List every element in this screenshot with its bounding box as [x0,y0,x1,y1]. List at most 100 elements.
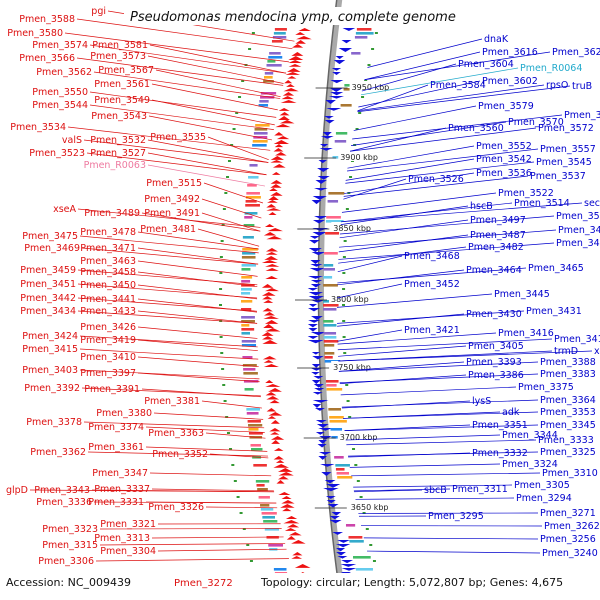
gene-label-left[interactable]: Pmen_3304 [100,546,156,557]
gene-label-right[interactable]: Pmen_3557 [540,144,596,155]
gene-label-left[interactable]: Pmen_3544 [32,100,88,111]
gene-label-left[interactable]: Pmen_3381 [144,396,200,407]
gene-label-left[interactable]: Pmen_3458 [80,267,136,278]
gene-label-left[interactable]: Pmen_3321 [100,519,156,530]
gene-label-right[interactable]: Pmen_3324 [502,459,558,470]
gene-label-left[interactable]: Pmen_3523 [29,148,85,159]
gene-label-right[interactable]: Pmen_3332 [472,448,528,459]
gene-label-right[interactable]: Pmen_3560 [448,123,504,134]
gene-label-left[interactable]: Pmen_3415 [22,344,78,355]
gene-label-right[interactable]: Pmen_3431 [526,306,582,317]
gene-label-right[interactable]: sbcB [424,485,447,496]
gene-label-right[interactable]: Pmen_3416 [498,328,554,339]
gene-label-right[interactable]: Pmen_3583 [564,110,600,121]
gene-label-right[interactable]: Pmen_3572 [538,123,594,134]
gene-label-right[interactable]: Pmen_3388 [540,357,596,368]
gene-label-left[interactable]: Pmen_3574 [32,40,88,51]
gene-label-right[interactable]: Pmen_3271 [540,508,596,519]
gene-label-right[interactable]: Pmen_3262 [544,521,600,532]
gene-label-left[interactable]: Pmen_3459 [20,265,76,276]
gene-label-right[interactable]: secD [584,198,600,209]
gene-label-left[interactable]: Pmen_3561 [94,79,150,90]
gene-label-right[interactable]: Pmen_3345 [540,420,596,431]
gene-label-left[interactable]: Pmen_3378 [26,417,82,428]
gene-label-left[interactable]: Pmen_3403 [22,365,78,376]
gene-label-left[interactable]: Pmen_3363 [148,428,204,439]
gene-label-right[interactable]: Pmen_3464 [466,265,522,276]
gene-label-right[interactable]: Pmen_3353 [540,407,596,418]
gene-label-left[interactable]: Pmen_3515 [146,178,202,189]
gene-label-right[interactable]: adk [502,407,520,418]
gene-label-left[interactable]: Pmen_3306 [38,556,94,567]
gene-label-left[interactable]: Pmen_3492 [144,194,200,205]
gene-label-left[interactable]: Pmen_3392 [24,383,80,394]
gene-label-right[interactable]: dnaK [484,34,509,45]
gene-label-left[interactable]: Pmen_3397 [80,368,136,379]
gene-label-right[interactable]: Pmen_3537 [530,171,586,182]
gene-label-right[interactable]: lysS [472,396,491,407]
gene-label-left[interactable]: Pmen_3337 [94,484,150,495]
gene-label-right[interactable]: hscB [470,201,493,212]
gene-label-right[interactable]: Pmen_R0064 [520,63,582,74]
gene-label-right[interactable]: Pmen_3452 [404,279,460,290]
gene-label-right[interactable]: Pmen_3256 [540,534,596,545]
gene-label-right[interactable]: Pmen_3375 [518,382,574,393]
gene-label-right[interactable]: Pmen_3295 [428,511,484,522]
gene-label-right[interactable]: Pmen_3497 [470,215,526,226]
gene-label-left[interactable]: Pmen_3410 [80,352,136,363]
gene-label-right[interactable]: Pmen_3351 [472,420,528,431]
gene-label-right[interactable]: Pmen_3430 [466,309,522,320]
gene-label-right[interactable]: Pmen_3522 [498,188,554,199]
gene-label-left[interactable]: Pmen_3469 [24,243,80,254]
gene-label-left[interactable]: Pmen_3543 [91,111,147,122]
gene-label-left[interactable]: Pmen_3534 [10,122,66,133]
gene-label-left[interactable]: Pmen_3336 [36,497,92,508]
gene-label-left[interactable]: Pmen_3374 [88,422,144,433]
gene-label-left[interactable]: Pmen_3550 [32,87,88,98]
gene-label-right[interactable]: Pmen_3333 [538,435,594,446]
gene-label-right[interactable]: Pmen_3545 [536,157,592,168]
gene-label-left[interactable]: Pmen_3442 [20,293,76,304]
gene-label-left[interactable]: Pmen_3532 [90,135,146,146]
gene-label-right[interactable]: Pmen_3503 [556,211,600,222]
gene-label-left[interactable]: Pmen_3362 [30,447,86,458]
gene-label-right[interactable]: Pmen_3604 [458,59,514,70]
gene-label-right[interactable]: Pmen_3240 [542,548,598,559]
gene-label-right[interactable]: Pmen_3294 [516,493,572,504]
gene-label-right[interactable]: trmD [554,346,578,357]
gene-label-left[interactable]: Pmen_R0063 [84,160,146,171]
gene-label-left[interactable]: Pmen_3491 [144,208,200,219]
gene-label-left[interactable]: Pmen_3352 [152,449,208,460]
gene-label-left[interactable]: Pmen_3567 [98,65,154,76]
gene-label-left[interactable]: Pmen_3450 [80,280,136,291]
gene-label-right[interactable]: Pmen_3552 [476,141,532,152]
gene-label-right[interactable]: Pmen_3393 [466,357,522,368]
gene-label-right[interactable]: Pmen_3445 [494,289,550,300]
gene-label-left[interactable]: Pmen_3441 [80,294,136,305]
gene-label-right[interactable]: Pmen_3616 [482,47,538,58]
gene-label-left[interactable]: Pmen_3535 [150,132,206,143]
gene-label-left[interactable]: Pmen_3315 [42,540,98,551]
gene-label-right[interactable]: Pmen_3487 [470,230,526,241]
gene-label-left[interactable]: Pmen_3380 [96,408,152,419]
gene-label-right[interactable]: Pmen_3482 [468,242,524,253]
gene-label-right[interactable]: Pmen_3468 [404,251,460,262]
gene-label-right[interactable]: Pmen_3584 [430,80,486,91]
gene-label-right[interactable]: Pmen_3483 [556,238,600,249]
gene-label-right[interactable]: Pmen_3364 [540,395,596,406]
gene-label-right[interactable]: Pmen_3465 [528,263,584,274]
gene-label-right[interactable]: Pmen_3602 [482,76,538,87]
gene-label-left[interactable]: Pmen_3326 [148,502,204,513]
gene-label-left[interactable]: Pmen_3433 [80,306,136,317]
gene-label-right[interactable]: truB [572,81,592,92]
gene-label-left[interactable]: Pmen_3471 [80,243,136,254]
gene-label-left[interactable]: Pmen_3580 [7,28,63,39]
gene-label-left[interactable]: Pmen_3481 [140,224,196,235]
gene-label-left[interactable]: Pmen_3343 [34,485,90,496]
gene-label-left[interactable]: Pmen_3419 [80,335,136,346]
gene-label-left[interactable]: Pmen_3527 [90,148,146,159]
gene-label-left[interactable]: xseA [53,204,76,215]
gene-label-left[interactable]: Pmen_3424 [22,331,78,342]
gene-label-left[interactable]: pgi [91,6,106,17]
gene-label-right[interactable]: Pmen_3310 [542,468,598,479]
